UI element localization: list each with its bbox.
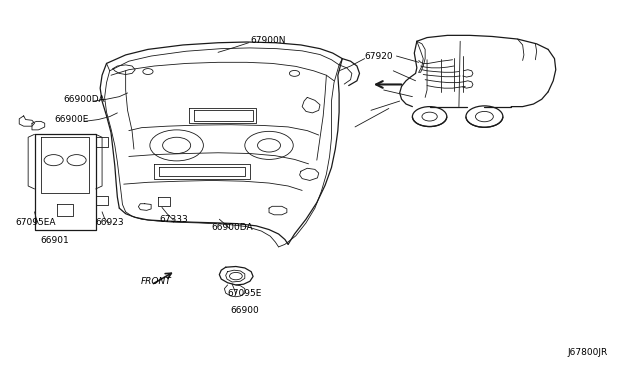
Text: 67900N: 67900N xyxy=(250,36,285,45)
Text: 66900: 66900 xyxy=(231,306,260,315)
Text: J67800JR: J67800JR xyxy=(568,349,608,357)
Text: 66900DA: 66900DA xyxy=(212,223,253,232)
Text: 67333: 67333 xyxy=(159,215,188,224)
Text: 66901: 66901 xyxy=(40,236,68,245)
Text: FRONT: FRONT xyxy=(140,277,171,286)
Text: 66900DA: 66900DA xyxy=(64,95,106,104)
Text: 67920: 67920 xyxy=(365,52,393,61)
Text: 67095E: 67095E xyxy=(228,289,262,298)
Text: 66923: 66923 xyxy=(96,218,124,227)
Text: 66900E: 66900E xyxy=(54,115,89,124)
Text: 67095EA: 67095EA xyxy=(15,218,56,227)
